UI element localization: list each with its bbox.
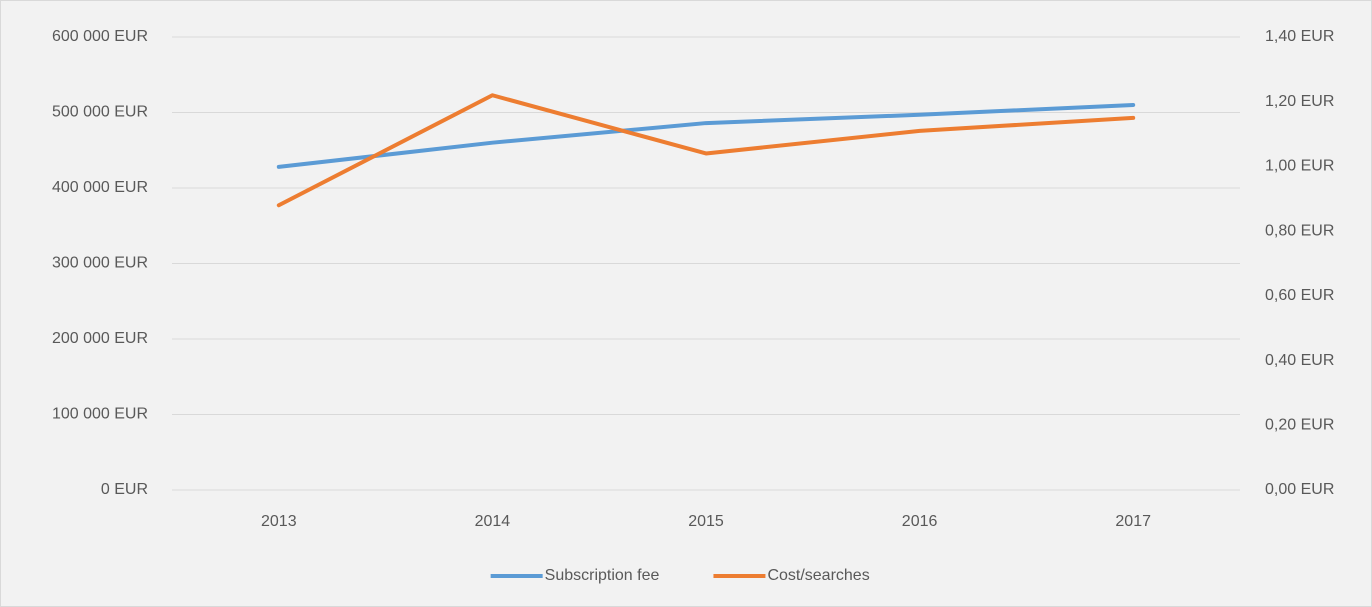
y2-tick-label: 0,60 EUR (1265, 287, 1334, 304)
x-tick-label: 2015 (688, 513, 724, 530)
y-tick-label: 600 000 EUR (52, 28, 148, 45)
y-tick-label: 400 000 EUR (52, 179, 148, 196)
y2-tick-label: 0,20 EUR (1265, 417, 1334, 434)
series-line (276, 93, 1136, 208)
series-line (276, 102, 1136, 169)
x-tick-label: 2017 (1115, 513, 1151, 530)
y2-tick-label: 0,40 EUR (1265, 352, 1334, 369)
y2-tick-label: 1,20 EUR (1265, 93, 1334, 110)
y2-tick-label: 0,00 EUR (1265, 481, 1334, 498)
legend-label: Cost/searches (767, 567, 869, 584)
y2-tick-label: 0,80 EUR (1265, 222, 1334, 239)
y-tick-label: 200 000 EUR (52, 330, 148, 347)
x-tick-label: 2014 (475, 513, 511, 530)
y-tick-label: 300 000 EUR (52, 255, 148, 272)
y2-tick-label: 1,40 EUR (1265, 28, 1334, 45)
x-tick-label: 2013 (261, 513, 297, 530)
x-tick-label: 2016 (902, 513, 938, 530)
y-tick-label: 500 000 EUR (52, 104, 148, 121)
y-tick-label: 100 000 EUR (52, 406, 148, 423)
y-tick-label: 0 EUR (101, 481, 148, 498)
y2-tick-label: 1,00 EUR (1265, 158, 1334, 175)
legend-label: Subscription fee (545, 567, 660, 584)
